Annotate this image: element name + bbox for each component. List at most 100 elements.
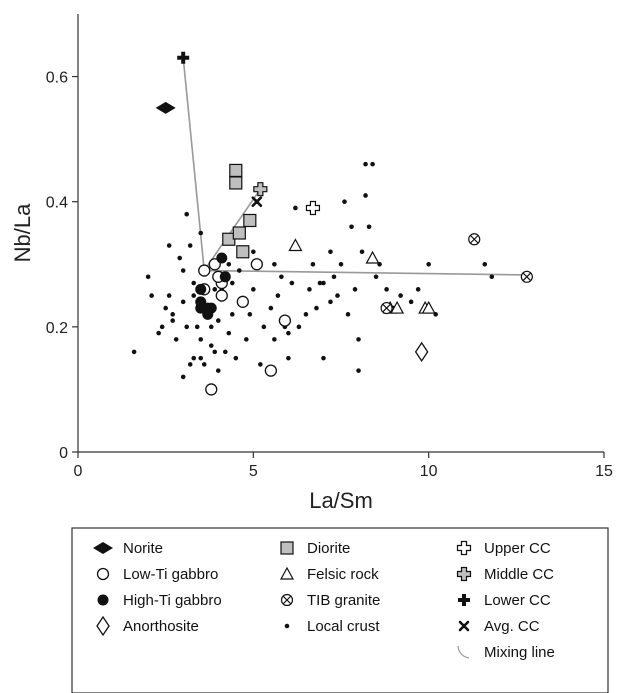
- legend-marker-dot: [284, 623, 290, 629]
- x-axis-title: La/Sm: [309, 488, 373, 513]
- legend-label: Low-Ti gabbro: [123, 566, 218, 583]
- low-ti-gabbro-point: [236, 295, 249, 308]
- local-crust-point: [187, 243, 193, 248]
- local-crust-point: [272, 337, 277, 342]
- local-crust-point: [229, 312, 235, 317]
- local-crust-point: [191, 280, 197, 286]
- local-crust-point: [222, 349, 228, 355]
- legend-label: Diorite: [307, 540, 350, 557]
- tib-granite-point: [520, 270, 533, 283]
- legend-label: Felsic rock: [307, 566, 379, 583]
- local-crust-point: [366, 224, 372, 230]
- tib-granite-point: [380, 301, 393, 315]
- local-crust-point: [212, 349, 218, 355]
- local-crust-point: [149, 293, 154, 298]
- local-crust-point: [226, 261, 232, 267]
- local-crust-point: [307, 287, 312, 292]
- local-crust-point: [173, 337, 179, 342]
- upper-cc-point: [305, 200, 321, 216]
- legend-marker-circle-filled: [97, 594, 109, 606]
- legend-label: Middle CC: [484, 566, 554, 583]
- legend-marker-diamond-filled: [93, 542, 113, 554]
- legend-marker-diamond-open: [96, 615, 110, 637]
- local-crust-point: [180, 268, 186, 273]
- plot-area: 0 5 10 15 0 0.2 0.4 0.6 La/Sm Nb/La: [10, 14, 613, 513]
- legend-label: TIB granite: [307, 592, 380, 609]
- local-crust-point: [426, 261, 431, 267]
- local-crust-point: [279, 274, 284, 280]
- local-crust-point: [303, 312, 309, 317]
- local-crust-point: [331, 274, 337, 280]
- x-tick-label: 10: [420, 463, 438, 480]
- local-crust-point: [489, 274, 495, 280]
- local-crust-point: [215, 368, 221, 373]
- x-tick-label: 5: [249, 463, 258, 480]
- local-crust-point: [258, 362, 263, 367]
- local-crust-point: [415, 287, 421, 292]
- low-ti-gabbro-point: [250, 258, 263, 271]
- local-crust-point: [286, 355, 291, 361]
- local-crust-point: [370, 161, 375, 167]
- local-crust-point: [251, 249, 256, 255]
- local-crust-point: [314, 305, 319, 311]
- anorthosite-point: [414, 341, 429, 363]
- legend-label: Lower CC: [484, 592, 551, 609]
- local-crust-point: [328, 299, 333, 305]
- legend-marker-line: [457, 645, 470, 659]
- diorite-point: [236, 245, 250, 259]
- local-crust-point: [251, 287, 256, 292]
- avg-cc-point: [251, 196, 263, 208]
- local-crust-point: [187, 362, 193, 367]
- local-crust-point: [180, 374, 186, 380]
- local-crust-point: [233, 355, 239, 361]
- legend-marker-cross-filled: [458, 594, 470, 606]
- local-crust-point: [198, 230, 204, 236]
- local-crust-point: [310, 261, 316, 267]
- local-crust-point: [212, 287, 218, 292]
- legend-marker-x-mark: [458, 620, 470, 632]
- axes-frame: [77, 14, 604, 453]
- local-crust-point: [356, 368, 361, 373]
- local-crust-point: [191, 355, 197, 361]
- data-marks: [131, 51, 533, 396]
- local-crust-point: [338, 261, 344, 267]
- local-crust-point: [272, 261, 277, 267]
- x-tick-label: 15: [595, 463, 613, 480]
- legend-marker-square-gray: [280, 541, 294, 555]
- local-crust-point: [289, 280, 295, 286]
- felsic-rock-point: [365, 250, 380, 264]
- legend-marker-cross-gray: [456, 566, 472, 582]
- legend-label: Local crust: [307, 618, 380, 635]
- local-crust-point: [170, 318, 175, 323]
- high-ti-gabbro-point: [195, 283, 207, 295]
- local-crust-point: [363, 193, 368, 198]
- local-crust-point: [356, 337, 361, 342]
- local-crust-point: [328, 249, 333, 255]
- local-crust-point: [398, 293, 403, 298]
- local-crust-point: [208, 343, 214, 348]
- norite-point: [155, 101, 176, 114]
- local-crust-point: [345, 312, 351, 317]
- legend-marker-triangle-open: [279, 566, 295, 580]
- local-crust-point: [321, 355, 326, 361]
- local-crust-point: [247, 312, 253, 317]
- local-crust-point: [275, 293, 281, 298]
- local-crust-point: [194, 324, 200, 330]
- low-ti-gabbro-point: [215, 289, 228, 302]
- felsic-rock-point: [288, 238, 303, 252]
- legend-label: High-Ti gabbro: [123, 592, 222, 609]
- local-crust-point: [226, 330, 232, 336]
- local-crust-point: [198, 337, 204, 342]
- felsic-rock-point: [390, 300, 405, 314]
- y-tick-label: 0.2: [46, 320, 68, 337]
- middle-cc-point: [253, 182, 268, 197]
- y-axis-title: Nb/La: [10, 203, 35, 262]
- local-crust-point: [159, 324, 165, 330]
- local-crust-point: [145, 274, 151, 280]
- x-tick-label: 0: [74, 463, 83, 480]
- legend-marker-circle-open: [96, 567, 110, 581]
- legend-label: Norite: [123, 540, 163, 557]
- legend: Norite Low-Ti gabbro High-Ti gabbro Anortho…: [71, 527, 609, 693]
- local-crust-point: [373, 274, 379, 280]
- diorite-point: [229, 163, 243, 178]
